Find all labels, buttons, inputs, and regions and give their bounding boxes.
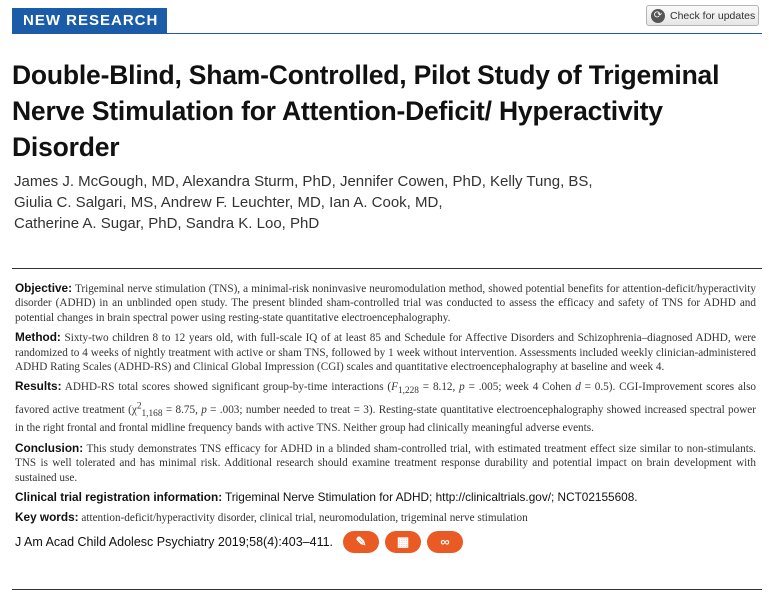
check-updates-button[interactable]: ⟳ Check for updates — [646, 5, 759, 26]
keywords-paragraph: Key words: attention-deficit/hyperactivi… — [15, 510, 756, 525]
results-paragraph: Results: ADHD-RS total scores showed sig… — [15, 379, 756, 435]
cme-icon[interactable]: ▦ — [385, 530, 422, 553]
results-text: ADHD-RS total scores showed significant … — [15, 381, 757, 435]
objective-paragraph: Objective: Trigeminal nerve stimulation … — [15, 281, 756, 325]
registration-label: Clinical trial registration information: — [15, 490, 223, 505]
author-line: Giulia C. Salgari, MS, Andrew F. Leuchte… — [14, 194, 443, 211]
author-line: Catherine A. Sugar, PhD, Sandra K. Loo, … — [14, 215, 320, 232]
author-list: James J. McGough, MD, Alexandra Sturm, P… — [14, 171, 734, 234]
method-paragraph: Method: Sixty-two children 8 to 12 years… — [15, 330, 756, 374]
conclusion-text: This study demonstrates TNS efficacy for… — [15, 442, 756, 484]
results-label: Results: — [15, 379, 62, 394]
update-icon: ⟳ — [651, 8, 665, 23]
abstract: Objective: Trigeminal nerve stimulation … — [12, 268, 762, 590]
method-text: Sixty-two children 8 to 12 years old, wi… — [15, 332, 756, 374]
method-label: Method: — [15, 330, 61, 345]
link-icon[interactable]: ∞ — [427, 530, 464, 553]
keywords-text: attention-deficit/hyperactivity disorder… — [81, 512, 528, 525]
pen-icon[interactable]: ✎ — [343, 530, 380, 553]
citation-line: J Am Acad Child Adolesc Psychiatry 2019;… — [15, 530, 756, 553]
article-title: Double-Blind, Sham-Controlled, Pilot Stu… — [12, 60, 720, 162]
conclusion-paragraph: Conclusion: This study demonstrates TNS … — [15, 441, 756, 485]
objective-text: Trigeminal nerve stimulation (TNS), a mi… — [15, 283, 756, 324]
registration-paragraph: Clinical trial registration information:… — [15, 490, 756, 505]
objective-label: Objective: — [15, 281, 73, 295]
check-updates-label: Check for updates — [670, 9, 756, 22]
header-rule — [12, 33, 762, 34]
registration-text: Trigeminal Nerve Stimulation for ADHD; h… — [224, 490, 638, 505]
section-badge: NEW RESEARCH — [12, 8, 167, 33]
conclusion-label: Conclusion: — [15, 440, 84, 455]
keywords-label: Key words: — [15, 510, 79, 525]
author-line: James J. McGough, MD, Alexandra Sturm, P… — [14, 173, 593, 190]
citation: J Am Acad Child Adolesc Psychiatry 2019;… — [15, 534, 334, 549]
